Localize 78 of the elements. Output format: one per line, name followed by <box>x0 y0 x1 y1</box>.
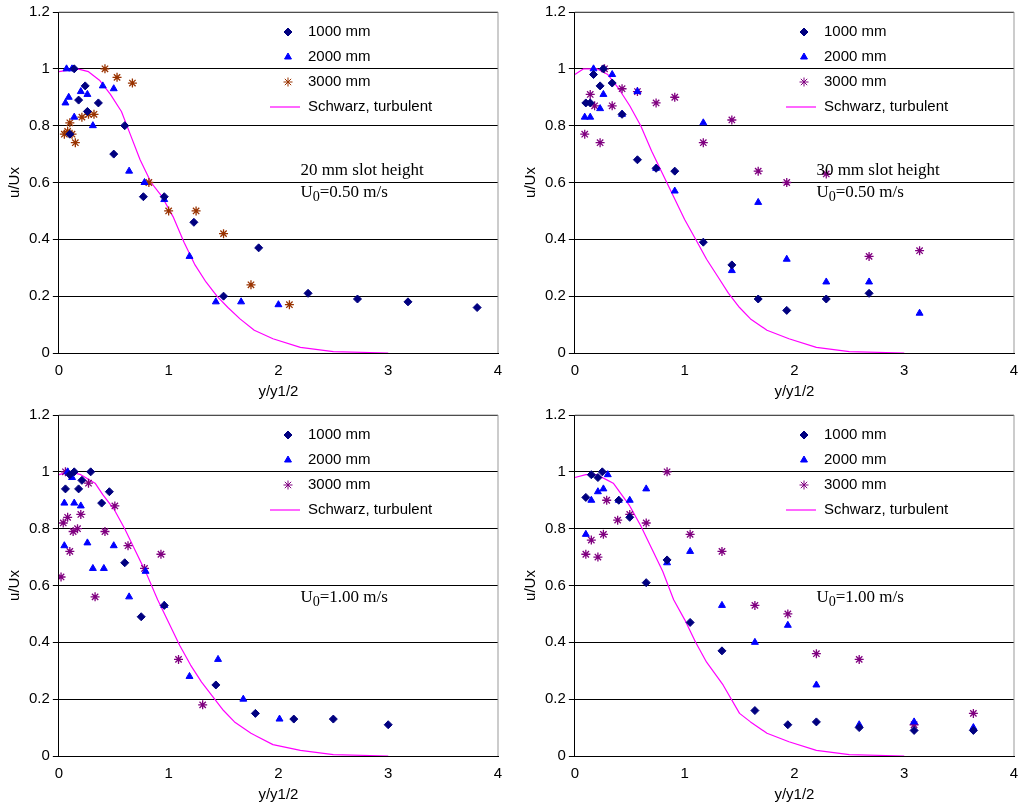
x-tick-label: 4 <box>493 764 503 782</box>
legend-label: Schwarz, turbulent <box>308 500 434 518</box>
x-tick-label: 3 <box>900 764 909 782</box>
y-tick-label: 0.2 <box>544 286 566 304</box>
y-tick-label: 0.2 <box>28 286 50 304</box>
y-tick-label: 1 <box>41 58 50 76</box>
y-axis-title: u/Ux <box>521 569 539 601</box>
y-tick-label: 0.8 <box>544 518 566 536</box>
x-tick-label: 3 <box>384 764 393 782</box>
y-tick-label: 0 <box>557 746 566 764</box>
y-tick-label: 1.2 <box>544 2 566 20</box>
legend-label: 1000 mm <box>824 425 887 443</box>
y-tick-label: 0.4 <box>28 229 50 247</box>
legend-label: 1000 mm <box>308 425 371 443</box>
legend-label: Schwarz, turbulent <box>308 97 434 115</box>
x-axis-title: y/y1/2 <box>258 785 299 803</box>
legend-label: 2000 mm <box>308 47 371 65</box>
y-tick-label: 0.4 <box>544 632 566 650</box>
x-tick-label: 2 <box>790 764 799 782</box>
legend-label: Schwarz, turbulent <box>824 500 950 518</box>
x-axis-title: y/y1/2 <box>774 382 815 400</box>
y-tick-label: 0.8 <box>28 115 50 133</box>
x-tick-label: 0 <box>54 764 64 782</box>
x-tick-label: 4 <box>1009 361 1019 379</box>
y-tick-label: 0.8 <box>544 115 566 133</box>
legend-label: Schwarz, turbulent <box>824 97 950 115</box>
annotation: 20 mm slot height <box>300 158 424 181</box>
y-tick-label: 0 <box>41 343 50 361</box>
legend-label: 2000 mm <box>824 450 887 468</box>
y-tick-label: 0 <box>557 343 566 361</box>
y-tick-label: 1.2 <box>28 2 50 20</box>
x-tick-label: 0 <box>570 764 580 782</box>
y-tick-label: 0.6 <box>28 575 50 593</box>
x-axis-title: y/y1/2 <box>258 382 299 400</box>
x-tick-label: 4 <box>1009 764 1019 782</box>
x-tick-label: 0 <box>570 361 580 379</box>
y-axis-title: u/Ux <box>5 166 23 198</box>
y-tick-label: 0.6 <box>28 172 50 190</box>
y-tick-label: 0 <box>41 746 50 764</box>
legend-label: 3000 mm <box>824 475 887 493</box>
legend-label: 1000 mm <box>824 22 887 40</box>
legend-label: 1000 mm <box>308 22 371 40</box>
y-tick-label: 1 <box>41 461 50 479</box>
legend-label: 3000 mm <box>308 72 371 90</box>
legend-label: 2000 mm <box>308 450 371 468</box>
y-tick-label: 1.2 <box>28 405 50 423</box>
y-tick-label: 0.2 <box>544 689 566 707</box>
x-tick-label: 4 <box>493 361 503 379</box>
x-tick-label: 2 <box>274 361 283 379</box>
x-tick-label: 1 <box>164 764 173 782</box>
x-axis-title: y/y1/2 <box>774 785 815 803</box>
x-tick-label: 3 <box>900 361 909 379</box>
y-tick-label: 0.4 <box>28 632 50 650</box>
x-tick-label: 1 <box>680 764 689 782</box>
y-axis-title: u/Ux <box>521 166 539 198</box>
annotation: U$_{0}$=1.00 m/s <box>300 585 388 611</box>
y-tick-label: 0.6 <box>544 575 566 593</box>
annotation: U$_{0}$=0.50 m/s <box>300 180 389 206</box>
annotation: U$_{0}$=1.00 m/s <box>816 585 904 611</box>
y-tick-label: 0.2 <box>28 689 50 707</box>
x-tick-label: 2 <box>790 361 799 379</box>
x-tick-label: 0 <box>54 361 64 379</box>
annotation: U$_{0}$=0.50 m/s <box>816 180 905 206</box>
legend-label: 3000 mm <box>824 72 887 90</box>
y-tick-label: 1.2 <box>544 405 566 423</box>
legend-label: 2000 mm <box>824 47 887 65</box>
y-tick-label: 0.8 <box>28 518 50 536</box>
y-tick-label: 0.6 <box>544 172 566 190</box>
x-tick-label: 1 <box>164 361 173 379</box>
x-tick-label: 1 <box>680 361 689 379</box>
x-tick-label: 2 <box>274 764 283 782</box>
y-tick-label: 0.4 <box>544 229 566 247</box>
y-axis-title: u/Ux <box>5 569 23 601</box>
annotation: 30 mm slot height <box>816 158 940 181</box>
y-tick-label: 1 <box>557 58 566 76</box>
y-tick-label: 1 <box>557 461 566 479</box>
legend-label: 3000 mm <box>308 475 371 493</box>
x-tick-label: 3 <box>384 361 393 379</box>
